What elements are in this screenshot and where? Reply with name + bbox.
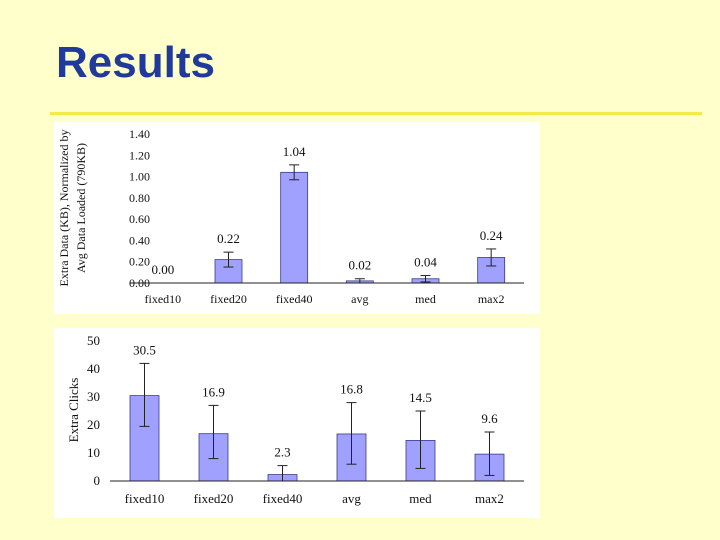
value-label: 0.22 <box>217 231 240 246</box>
error-bar <box>486 248 497 267</box>
slide-title: Results <box>56 38 215 87</box>
x-tick-label: max2 <box>478 292 505 306</box>
error-bar <box>139 362 150 427</box>
x-tick-label: fixed40 <box>263 491 303 506</box>
value-label: 9.6 <box>481 411 498 426</box>
value-label: 2.3 <box>274 445 290 460</box>
x-tick-label: fixed10 <box>145 292 182 306</box>
value-label: 14.5 <box>409 390 432 405</box>
y-tick-label: 10 <box>87 445 100 460</box>
value-label: 1.04 <box>283 144 306 159</box>
extra-data-bar-chart: Extra Data (KB), Normalized by Avg Data … <box>57 127 524 306</box>
y-tick-label: 30 <box>87 389 100 404</box>
title-divider <box>50 112 702 115</box>
value-label: 0.04 <box>414 255 437 270</box>
value-label: 0.02 <box>348 258 371 273</box>
y-tick-label: 0.20 <box>129 255 150 269</box>
y-tick-label: 0.40 <box>129 233 150 247</box>
y-tick-label: 40 <box>87 361 100 376</box>
x-tick-label: med <box>409 491 432 506</box>
error-bar <box>346 402 357 465</box>
extra-data-chart-panel: Extra Data (KB), Normalized by Avg Data … <box>54 122 540 314</box>
x-tick-label: fixed40 <box>276 292 313 306</box>
x-tick-label: max2 <box>475 491 504 506</box>
error-bar <box>289 164 300 181</box>
x-tick-label: med <box>415 292 436 306</box>
y-tick-label: 0 <box>94 473 101 488</box>
y-tick-label: 0.60 <box>129 212 150 226</box>
value-label: 16.9 <box>202 384 225 399</box>
y-tick-label: 0.80 <box>129 191 150 205</box>
y-tick-label: 50 <box>87 333 100 348</box>
x-tick-label: fixed10 <box>125 491 165 506</box>
value-label: 30.5 <box>133 342 156 357</box>
error-bar <box>484 431 495 476</box>
y-tick-label: 1.20 <box>129 148 150 162</box>
extra-clicks-chart-panel: Extra Clicks 0 10 20 30 40 50 30.5 16.9 2.3 16.8… <box>54 328 540 518</box>
value-label: 0.00 <box>151 262 174 277</box>
value-label: 0.24 <box>480 228 503 243</box>
y-axis-label: Extra Clicks <box>66 378 81 443</box>
x-tick-label: fixed20 <box>210 292 247 306</box>
y-axis-label-line: Extra Data (KB), Normalized by <box>57 130 71 287</box>
y-tick-label: 1.40 <box>129 127 150 141</box>
y-tick-label: 20 <box>87 417 100 432</box>
y-axis-label-line: Avg Data Loaded (790KB) <box>74 143 88 273</box>
error-bar <box>415 410 426 469</box>
error-bar <box>208 404 219 460</box>
extra-clicks-bar-chart: Extra Clicks 0 10 20 30 40 50 30.5 16.9 2.3 16.8… <box>66 333 524 506</box>
x-tick-label: avg <box>351 292 368 306</box>
x-tick-label: avg <box>342 491 361 506</box>
y-axis-label: Extra Data (KB), Normalized by Avg Data … <box>57 130 88 287</box>
bar <box>280 171 309 284</box>
y-tick-label: 1.00 <box>129 170 150 184</box>
error-bar <box>420 275 431 283</box>
error-bar <box>223 251 234 268</box>
value-label: 16.8 <box>340 382 363 397</box>
x-tick-label: fixed20 <box>194 491 234 506</box>
